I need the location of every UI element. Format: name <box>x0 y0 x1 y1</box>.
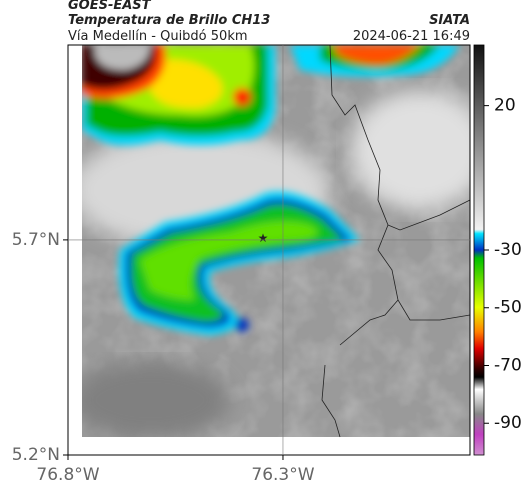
product: Temperatura de Brillo CH13 <box>68 13 270 28</box>
location-marker: ★ <box>258 231 269 245</box>
boundary <box>321 44 471 438</box>
x-tick-label: 76.3°W <box>251 465 314 485</box>
source: SIATA <box>429 13 470 28</box>
timestamp: 2024-06-21 16:49 <box>353 29 470 44</box>
colorbar-tick-label: -50 <box>494 298 522 318</box>
satellite: GOES-EAST <box>68 0 152 13</box>
y-tick-label: 5.7°N <box>12 230 60 250</box>
colorbar-tick-label: -30 <box>494 240 522 260</box>
colorbar-tick-label: -90 <box>494 413 522 433</box>
colorbar-tick-label: 20 <box>494 96 516 116</box>
colorbar-tick-label: -70 <box>494 355 522 375</box>
route: Vía Medellín - Quibdó 50km <box>68 29 248 44</box>
map-frame <box>67 44 471 456</box>
x-tick-label: 76.8°W <box>36 465 99 485</box>
satellite-image <box>82 45 470 437</box>
y-tick-label: 5.2°N <box>12 445 60 465</box>
colorbar <box>473 44 485 456</box>
ticks: 76.8°W 76.3°W 5.2°N 5.7°N 20 -30 -50 -70 -90 <box>12 45 522 485</box>
